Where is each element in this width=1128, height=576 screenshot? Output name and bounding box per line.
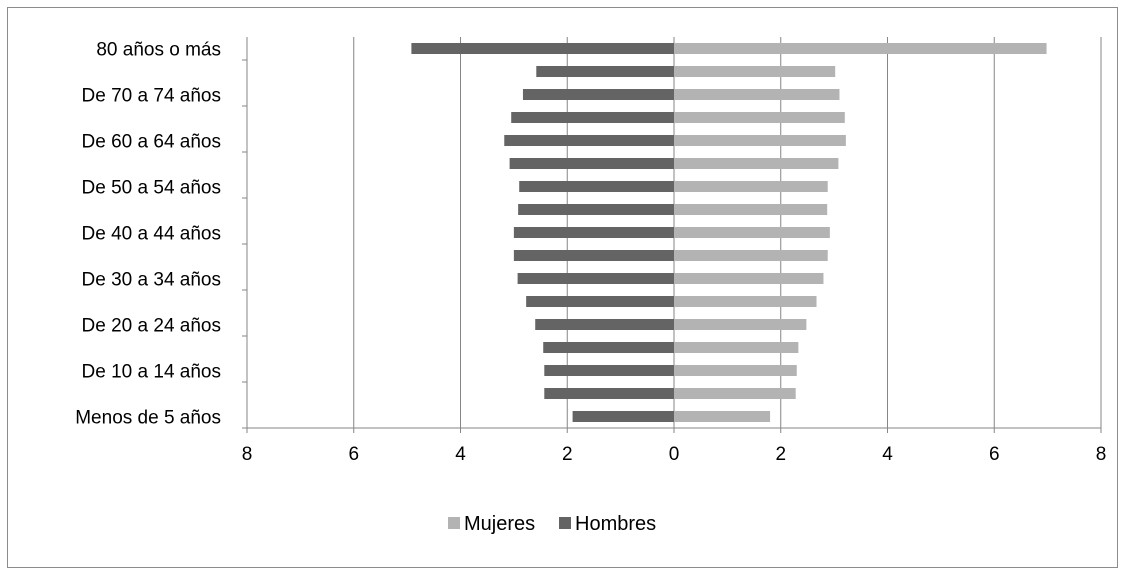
bar-hombres-8 — [513, 227, 674, 238]
bar-hombres-6 — [517, 273, 674, 284]
bar-mujeres-2 — [674, 365, 797, 376]
x-tick-label-1: 6 — [348, 444, 359, 465]
bars — [411, 43, 1047, 422]
bar-mujeres-16 — [674, 43, 1047, 54]
chart-area: Menos de 5 años De 10 a 14 años De 20 a 24… — [7, 7, 1118, 568]
bar-hombres-13 — [511, 112, 674, 123]
bar-mujeres-5 — [674, 296, 817, 307]
x-tick-label-0: 8 — [242, 444, 253, 465]
axes — [242, 37, 1102, 433]
bar-hombres-1 — [544, 388, 674, 399]
y-tick-label-14: De 70 a 74 años — [82, 86, 221, 107]
y-tick-label-0: Menos de 5 años — [75, 408, 221, 429]
bar-mujeres-6 — [674, 273, 824, 284]
bar-mujeres-7 — [674, 250, 828, 261]
y-tick-label-8: De 40 a 44 años — [82, 224, 221, 245]
x-tick-label-2: 4 — [455, 444, 466, 465]
y-tick-label-4: De 20 a 24 años — [82, 316, 221, 337]
x-tick-label-4: 0 — [669, 444, 680, 465]
bar-hombres-0 — [572, 411, 674, 422]
legend-swatch-mujeres — [448, 517, 460, 529]
bar-mujeres-1 — [674, 388, 796, 399]
bar-mujeres-12 — [674, 135, 846, 146]
bar-hombres-10 — [519, 181, 674, 192]
bar-hombres-2 — [544, 365, 674, 376]
bar-mujeres-0 — [674, 411, 771, 422]
bar-hombres-15 — [536, 66, 674, 77]
x-tick-label-5: 2 — [775, 444, 786, 465]
y-axis-labels: Menos de 5 años De 10 a 14 años De 20 a 24… — [75, 40, 221, 429]
legend: Mujeres Hombres — [448, 513, 656, 535]
bar-hombres-16 — [411, 43, 674, 54]
x-tick-label-6: 4 — [882, 444, 893, 465]
y-tick-label-6: De 30 a 34 años — [82, 270, 221, 291]
bar-mujeres-9 — [674, 204, 828, 215]
y-tick-label-10: De 50 a 54 años — [82, 178, 221, 199]
legend-swatch-hombres — [559, 517, 571, 529]
bar-mujeres-14 — [674, 89, 840, 100]
legend-label-mujeres: Mujeres — [464, 513, 535, 535]
x-tick-label-7: 6 — [989, 444, 1000, 465]
y-tick-label-12: De 60 a 64 años — [82, 132, 221, 153]
bar-mujeres-3 — [674, 342, 799, 353]
y-tick-label-16: 80 años o más — [96, 40, 221, 61]
x-axis-labels: 8 6 4 2 0 2 4 6 8 — [242, 444, 1107, 465]
bar-hombres-5 — [526, 296, 674, 307]
bar-hombres-7 — [513, 250, 674, 261]
bar-mujeres-15 — [674, 66, 836, 77]
bar-mujeres-4 — [674, 319, 807, 330]
bar-hombres-9 — [518, 204, 674, 215]
bar-mujeres-13 — [674, 112, 845, 123]
bar-hombres-12 — [504, 135, 674, 146]
bar-mujeres-10 — [674, 181, 828, 192]
bar-mujeres-11 — [674, 158, 839, 169]
bar-hombres-3 — [543, 342, 674, 353]
x-tick-label-8: 8 — [1096, 444, 1107, 465]
population-pyramid-chart: Menos de 5 años De 10 a 14 años De 20 a 24… — [75, 37, 1107, 535]
bar-hombres-14 — [522, 89, 674, 100]
legend-label-hombres: Hombres — [575, 513, 656, 535]
bar-hombres-11 — [509, 158, 674, 169]
bar-mujeres-8 — [674, 227, 830, 238]
bar-hombres-4 — [535, 319, 674, 330]
x-tick-label-3: 2 — [562, 444, 573, 465]
y-tick-label-2: De 10 a 14 años — [82, 362, 221, 383]
